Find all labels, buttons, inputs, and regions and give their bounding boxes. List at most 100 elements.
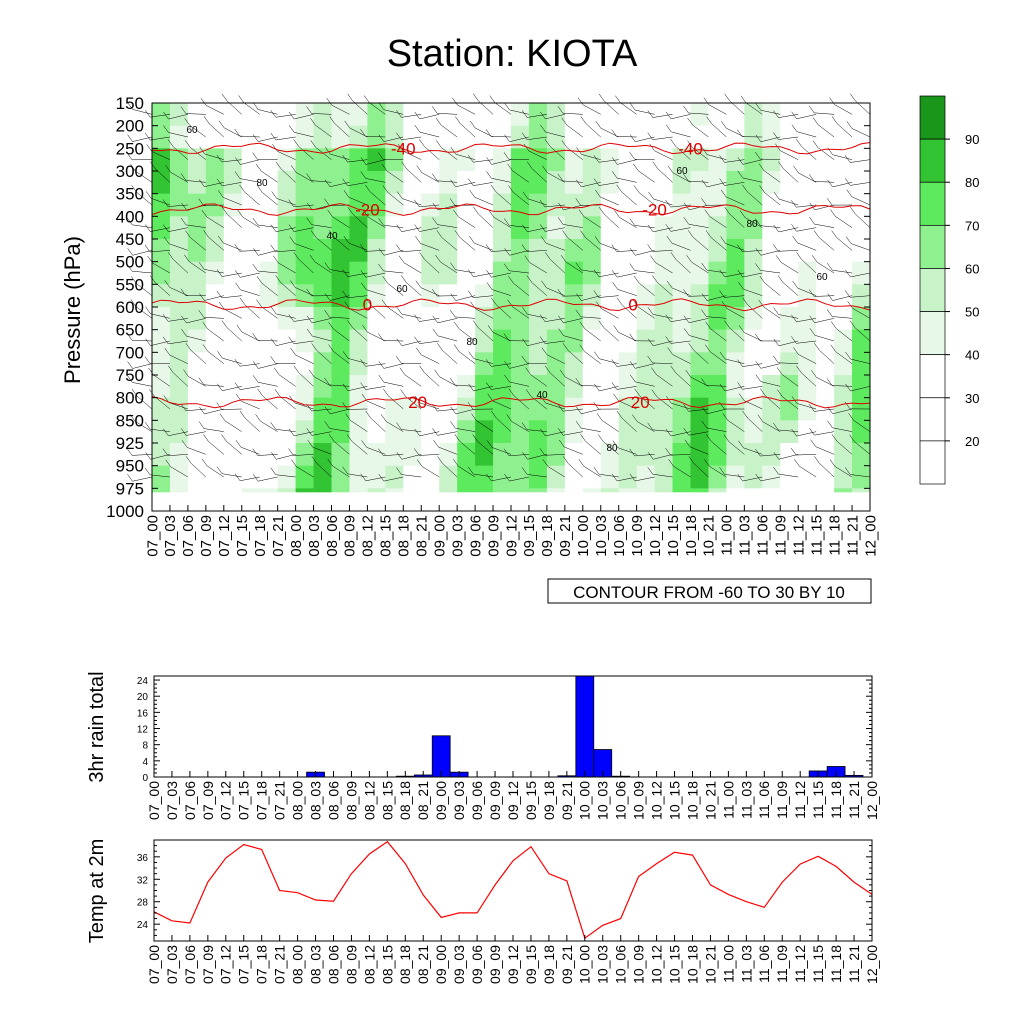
wind-barb	[256, 299, 278, 319]
time-tick-label: 10_03	[593, 515, 610, 557]
wind-barb	[252, 474, 278, 482]
wind-barb	[328, 321, 350, 342]
time-tick-label: 09_00	[431, 515, 448, 557]
wind-barb	[360, 171, 386, 183]
humidity-cell	[582, 125, 602, 149]
humidity-cell	[367, 148, 386, 172]
humidity-cell	[421, 375, 440, 399]
wind-barb	[270, 132, 296, 141]
temperature-contour	[151, 142, 871, 155]
wind-barb	[450, 293, 476, 301]
wind-barb	[809, 216, 835, 228]
humidity-cell	[457, 420, 476, 444]
humidity-cell	[672, 329, 691, 353]
humidity-cell	[475, 148, 494, 172]
wind-barb	[521, 110, 547, 118]
time-tick-label: 10_09	[631, 781, 647, 820]
wind-barb	[274, 367, 296, 387]
wind-barb	[235, 282, 260, 296]
humidity-cell	[385, 171, 404, 195]
humidity-cell	[152, 420, 171, 444]
wind-barb	[826, 198, 853, 206]
humidity-cell	[493, 148, 512, 172]
humidity-cell	[457, 239, 476, 263]
humidity-cell	[834, 307, 853, 331]
humidity-cell	[672, 103, 691, 127]
wind-barb	[845, 269, 871, 278]
humidity-cell	[690, 465, 709, 489]
wind-barb	[126, 448, 153, 456]
wind-barb	[419, 139, 440, 160]
humidity-cell	[672, 193, 691, 217]
humidity-cell	[493, 375, 512, 399]
wind-barb	[629, 361, 655, 369]
wind-barb	[127, 361, 153, 369]
time-tick-label: 09_00	[433, 945, 449, 984]
humidity-cell	[439, 329, 458, 353]
wind-barb	[181, 328, 206, 342]
wind-barb	[773, 355, 799, 364]
wind-barb	[199, 406, 224, 415]
humidity-cell	[618, 443, 638, 467]
humidity-cell	[187, 193, 207, 217]
wind-barb	[827, 420, 853, 432]
humidity-cell	[528, 307, 548, 331]
wind-barb	[705, 344, 727, 364]
wind-barb	[522, 224, 547, 233]
humidity-cell	[852, 307, 871, 331]
wind-barb	[486, 282, 512, 296]
humidity-cell	[313, 148, 332, 172]
humidity-cell	[169, 261, 189, 285]
pressure-tick-label: 850	[116, 411, 144, 430]
wind-barb	[665, 448, 691, 456]
wind-barb	[272, 144, 296, 160]
humidity-cell	[475, 352, 494, 376]
humidity-cell	[672, 397, 691, 421]
time-tick-label: 08_15	[378, 515, 395, 557]
humidity-cell	[600, 443, 620, 467]
time-tick-label: 08_21	[415, 945, 431, 984]
wind-barb	[701, 378, 727, 387]
time-tick-label: 07_18	[254, 945, 270, 984]
temperature-y-axis: 24 28 32 36	[137, 845, 872, 936]
humidity-cell	[313, 125, 332, 149]
humidity-cell	[636, 329, 656, 353]
humidity-cell	[780, 352, 799, 376]
humidity-cell	[528, 103, 548, 127]
humidity-cell	[295, 171, 315, 195]
wind-barb	[522, 307, 547, 319]
humidity-cell	[511, 216, 530, 240]
wind-barb	[396, 467, 422, 478]
wind-barb	[311, 343, 332, 364]
humidity-cell	[277, 329, 297, 353]
humidity-cell	[582, 216, 602, 240]
humidity-cell	[511, 261, 530, 285]
wind-barb	[540, 124, 565, 138]
pressure-tick-label: 200	[116, 117, 144, 136]
wind-barb	[288, 314, 314, 322]
humidity-cell	[726, 216, 745, 240]
wind-barb	[739, 210, 763, 228]
wind-barb	[165, 459, 189, 478]
wind-barb	[629, 263, 655, 274]
wind-barb	[503, 152, 529, 160]
wind-barb	[236, 324, 260, 342]
time-tick-label: 10_03	[595, 945, 611, 984]
wind-barb	[437, 456, 458, 478]
humidity-cell	[672, 171, 691, 195]
humidity-cell	[708, 216, 727, 240]
humidity-cell	[834, 261, 853, 285]
wind-barb	[310, 230, 332, 251]
wind-barb	[270, 306, 296, 319]
humidity-cell	[259, 284, 279, 308]
time-tick-label: 11_21	[844, 515, 861, 556]
humidity-cell	[618, 216, 638, 240]
time-tick-label: 11_12	[790, 515, 807, 556]
wind-barb	[288, 125, 314, 138]
time-tick-label: 09_06	[469, 945, 485, 984]
wind-barb	[596, 413, 619, 432]
humidity-cell	[582, 284, 602, 308]
humidity-cell	[528, 329, 548, 353]
wind-barb	[288, 111, 314, 120]
humidity-cell	[582, 239, 602, 263]
